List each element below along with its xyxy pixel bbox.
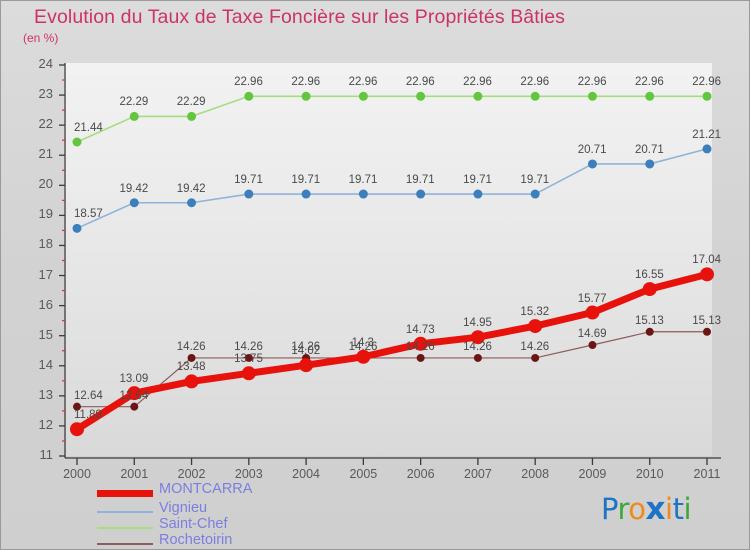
data-point-label: 13.48	[176, 361, 206, 374]
x-axis-tick-label: 2003	[234, 467, 263, 481]
y-axis-tick-label: 24	[38, 56, 53, 71]
x-axis-tick-label: 2001	[120, 467, 149, 481]
legend-label: Saint-Chef	[159, 516, 228, 532]
data-point-label: 20.71	[577, 143, 607, 156]
logo-letter: x	[645, 491, 666, 527]
proxiti-logo: Proxiti	[601, 491, 692, 527]
data-point-label: 15.13	[634, 314, 664, 327]
data-point-label: 18.57	[74, 208, 103, 221]
data-point-label: 22.96	[520, 76, 550, 89]
legend-label: Rochetoirin	[159, 532, 233, 548]
logo-letter: r	[617, 492, 629, 526]
data-point-label: 14.26	[234, 340, 263, 353]
y-axis-tick-label: 14	[38, 356, 53, 372]
data-point-label: 19.71	[405, 174, 435, 187]
data-point-label: 19.71	[520, 174, 550, 187]
data-point-label: 17.04	[692, 254, 722, 267]
data-point-label: 19.42	[119, 182, 149, 195]
data-point-label: 13.09	[119, 373, 149, 386]
y-axis-tick-label: 11	[39, 447, 54, 462]
data-point-label: 14.73	[405, 323, 435, 336]
data-point-label: 22.96	[463, 76, 492, 89]
x-axis-tick-label: 2011	[693, 467, 721, 481]
legend-item[interactable]: Rochetoirin	[97, 532, 397, 549]
data-point-label: 21.21	[692, 128, 722, 141]
data-point-label: 22.96	[577, 76, 607, 89]
legend-item[interactable]: Vignieu	[97, 500, 397, 519]
data-point-label: 13.75	[234, 353, 263, 366]
data-point-label: 15.77	[577, 292, 607, 305]
legend-item[interactable]: MONTCARRA	[97, 481, 397, 503]
y-axis-tick-label: 18	[38, 236, 53, 252]
legend: MONTCARRA Vignieu Saint-Chef Rochetoirin	[97, 481, 397, 549]
data-point-label: 14.02	[291, 345, 321, 358]
x-axis-tick-label: 2000	[63, 467, 91, 481]
y-axis-tick-label: 21	[38, 146, 53, 162]
legend-swatch	[97, 490, 153, 497]
data-point-label: 16.55	[634, 269, 664, 282]
x-axis-tick-label: 2008	[521, 467, 550, 481]
y-axis-tick-label: 19	[38, 206, 53, 222]
y-axis-tick-label: 16	[38, 296, 53, 312]
data-point-label: 19.71	[291, 174, 321, 187]
data-point-label: 12.64	[74, 389, 103, 402]
data-point-label: 11.89	[74, 409, 102, 422]
data-point-label: 19.71	[234, 174, 263, 187]
data-point-label: 15.32	[520, 306, 550, 319]
data-point-label: 22.96	[234, 76, 263, 89]
data-point-label: 21.44	[74, 121, 103, 134]
data-point-label: 14.26	[291, 340, 321, 353]
logo-letter: P	[601, 492, 618, 526]
data-point-label: 14.69	[577, 328, 607, 341]
y-axis-tick-label: 23	[38, 86, 53, 102]
data-point-label: 22.96	[692, 76, 722, 89]
data-point-label: 14.26	[405, 340, 435, 353]
legend-label: Vignieu	[159, 500, 208, 516]
data-point-label: 14.26	[348, 340, 378, 353]
x-axis-tick-label: 2009	[578, 467, 607, 481]
data-point-label: 12.64	[119, 389, 149, 402]
data-point-label: 14.3	[351, 336, 374, 349]
page-title: Evolution du Taux de Taxe Foncière sur l…	[34, 6, 565, 28]
data-point-label: 19.42	[176, 182, 206, 195]
legend-swatch	[97, 527, 153, 529]
legend-label: MONTCARRA	[159, 481, 253, 497]
x-axis-tick-label: 2002	[177, 467, 206, 481]
data-point-label: 20.71	[634, 143, 664, 156]
y-axis-tick-label: 15	[38, 326, 53, 342]
data-point-label: 22.96	[348, 76, 378, 89]
x-axis-tick-label: 2004	[292, 467, 320, 481]
data-point-label: 22.29	[176, 96, 206, 109]
data-point-label: 19.71	[348, 174, 378, 187]
plot-area	[64, 63, 712, 456]
x-axis-tick-label: 2006	[406, 467, 435, 481]
logo-letter: i	[683, 492, 692, 526]
page-subtitle: (en %)	[23, 31, 59, 45]
y-axis-tick-label: 22	[38, 116, 53, 132]
y-axis-tick-label: 20	[38, 176, 53, 192]
y-axis-tick-label: 13	[38, 386, 53, 402]
data-point-label: 22.29	[119, 96, 149, 109]
data-point-label: 14.26	[520, 340, 550, 353]
data-point-label: 14.26	[463, 340, 492, 353]
data-point-label: 19.71	[463, 174, 492, 187]
data-point-label: 14.26	[176, 340, 206, 353]
logo-letter: o	[628, 492, 646, 526]
data-point-label: 22.96	[405, 76, 435, 89]
y-axis-tick-label: 17	[38, 266, 53, 282]
x-axis-tick-label: 2010	[635, 467, 664, 481]
data-point-label: 15.13	[692, 314, 722, 327]
legend-item[interactable]: Saint-Chef	[97, 516, 397, 535]
legend-swatch	[97, 511, 153, 513]
logo-letter: t	[672, 492, 684, 526]
legend-swatch	[97, 543, 153, 545]
y-axis-tick-label: 12	[38, 416, 53, 432]
data-point-label: 14.95	[463, 317, 492, 330]
x-axis-tick-label: 2007	[464, 467, 492, 481]
data-point-label: 22.96	[291, 76, 321, 89]
data-point-label: 22.96	[634, 76, 664, 89]
logo-letter: i	[665, 492, 673, 526]
x-axis-tick-label: 2005	[349, 467, 378, 481]
